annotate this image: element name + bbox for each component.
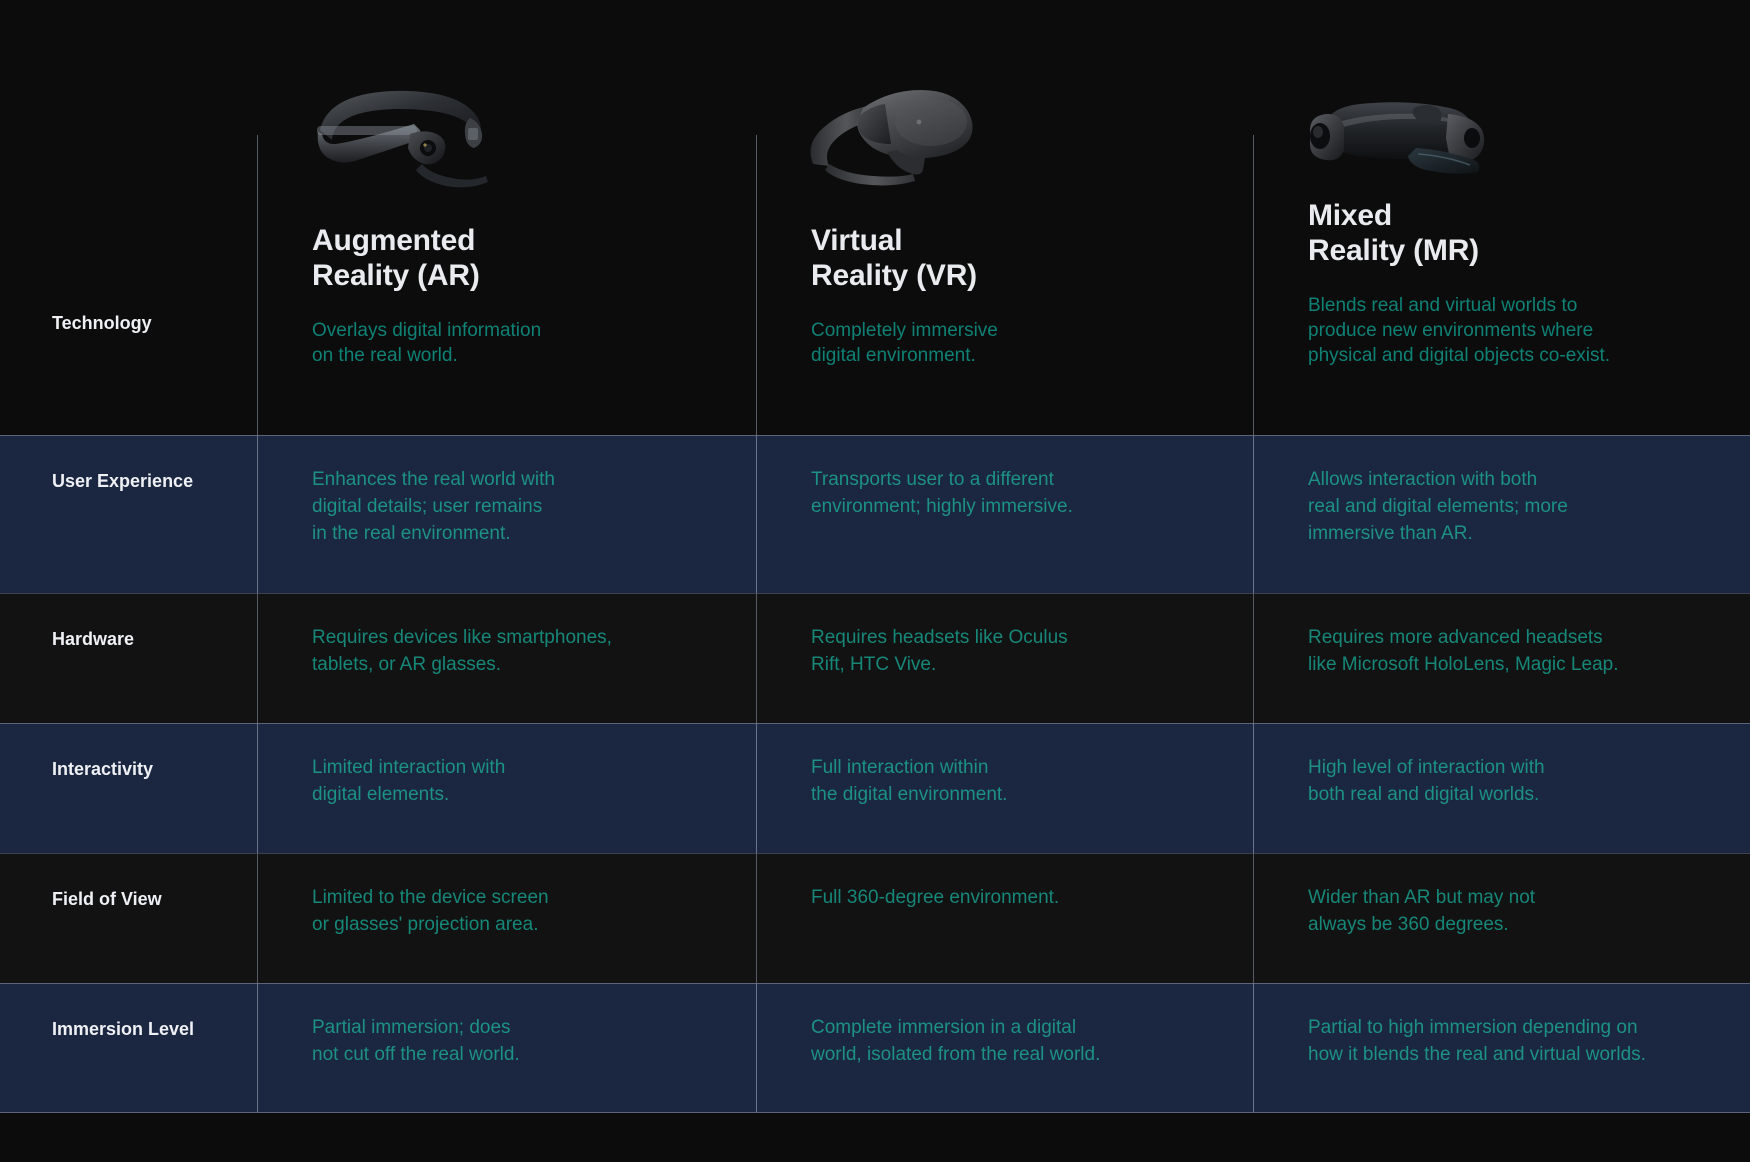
cell-divider (756, 853, 757, 983)
cell-divider (756, 435, 757, 593)
cell-text: Transports user to a different environme… (811, 469, 1073, 517)
column-title-ar: Augmented Reality (AR) (312, 224, 480, 293)
cell-hardware-vr: Requires headsets like Oculus Rift, HTC … (756, 593, 1253, 723)
column-title-vr: Virtual Reality (VR) (811, 224, 977, 293)
column-subtitle-mr: Blends real and virtual worlds to produc… (1308, 294, 1611, 366)
cell-immersion-level-mr: Partial to high immersion depending on h… (1253, 983, 1750, 1113)
row-label: Hardware (52, 629, 135, 649)
row-header-field-of-view: Field of View (0, 853, 257, 983)
cell-field-of-view-vr: Full 360-degree environment. (756, 853, 1253, 983)
cell-text: Limited to the device screen or glasses'… (312, 887, 549, 935)
cell-text: Partial immersion; does not cut off the … (312, 1017, 520, 1065)
cell-text: Enhances the real world with digital det… (312, 469, 555, 544)
cell-text: High level of interaction with both real… (1308, 757, 1545, 805)
header-cell-label-column: Technology (0, 0, 257, 435)
cell-field-of-view-mr: Wider than AR but may not always be 360 … (1253, 853, 1750, 983)
cell-field-of-view-ar: Limited to the device screen or glasses'… (257, 853, 756, 983)
cell-text: Full interaction within the digital envi… (811, 757, 1008, 805)
cell-text: Complete immersion in a digital world, i… (811, 1017, 1101, 1065)
cell-divider (1253, 983, 1254, 1113)
cell-text: Allows interaction with both real and di… (1308, 469, 1568, 544)
column-subtitle-vr: Completely immersive digital environment… (811, 319, 998, 366)
header-cell-mr: Mixed Reality (MR) Blends real and virtu… (1253, 0, 1750, 435)
cell-divider (756, 983, 757, 1113)
table-grid: Technology (0, 0, 1750, 1113)
cell-interactivity-ar: Limited interaction with digital element… (257, 723, 756, 853)
column-divider-3 (1253, 135, 1254, 435)
cell-divider (1253, 853, 1254, 983)
cell-interactivity-mr: High level of interaction with both real… (1253, 723, 1750, 853)
cell-text: Requires headsets like Oculus Rift, HTC … (811, 627, 1068, 675)
cell-immersion-level-ar: Partial immersion; does not cut off the … (257, 983, 756, 1113)
row-header-hardware: Hardware (0, 593, 257, 723)
cell-user-experience-vr: Transports user to a different environme… (756, 435, 1253, 593)
cell-hardware-ar: Requires devices like smartphones, table… (257, 593, 756, 723)
column-subtitle-ar: Overlays digital information on the real… (312, 319, 542, 366)
row-header-immersion-level: Immersion Level (0, 983, 257, 1113)
ar-smart-glasses-icon (302, 78, 502, 188)
column-divider-1 (257, 135, 258, 435)
cell-divider (756, 723, 757, 853)
cell-divider (257, 723, 258, 853)
cell-text: Limited interaction with digital element… (312, 757, 506, 805)
cell-user-experience-mr: Allows interaction with both real and di… (1253, 435, 1750, 593)
cell-divider (257, 435, 258, 593)
cell-divider (1253, 435, 1254, 593)
cell-divider (1253, 593, 1254, 723)
cell-divider (756, 593, 757, 723)
row-label: User Experience (52, 471, 194, 491)
row-label-technology: Technology (52, 313, 152, 333)
cell-divider (257, 593, 258, 723)
row-header-interactivity: Interactivity (0, 723, 257, 853)
cell-interactivity-vr: Full interaction within the digital envi… (756, 723, 1253, 853)
cell-divider (257, 983, 258, 1113)
column-divider-2 (756, 135, 757, 435)
cell-user-experience-ar: Enhances the real world with digital det… (257, 435, 756, 593)
row-header-user-experience: User Experience (0, 435, 257, 593)
cell-text: Full 360-degree environment. (811, 887, 1060, 908)
row-label: Field of View (52, 889, 162, 909)
vr-headset-icon (801, 78, 1001, 188)
header-cell-vr: Virtual Reality (VR) Completely immersiv… (756, 0, 1253, 435)
cell-text: Requires devices like smartphones, table… (312, 627, 612, 675)
cell-text: Requires more advanced headsets like Mic… (1308, 627, 1619, 675)
cell-immersion-level-vr: Complete immersion in a digital world, i… (756, 983, 1253, 1113)
cell-text: Partial to high immersion depending on h… (1308, 1017, 1646, 1065)
cell-divider (1253, 723, 1254, 853)
mr-hololens-icon (1298, 78, 1498, 188)
cell-hardware-mr: Requires more advanced headsets like Mic… (1253, 593, 1750, 723)
header-cell-ar: Augmented Reality (AR) Overlays digital … (257, 0, 756, 435)
row-label: Immersion Level (52, 1019, 195, 1039)
column-title-mr: Mixed Reality (MR) (1308, 198, 1479, 268)
cell-text: Wider than AR but may not always be 360 … (1308, 887, 1536, 935)
cell-divider (257, 853, 258, 983)
row-label: Interactivity (52, 759, 154, 779)
